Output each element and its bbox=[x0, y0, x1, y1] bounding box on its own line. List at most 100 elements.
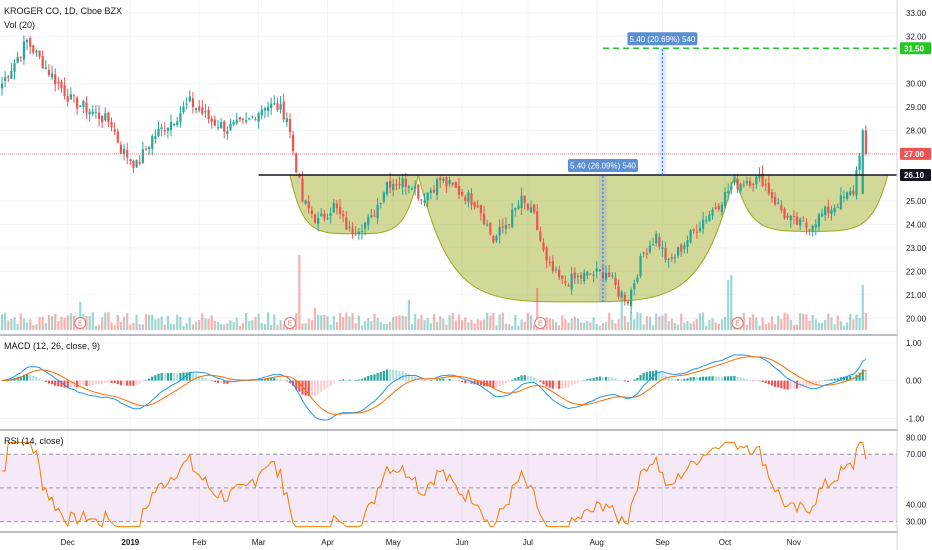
macd-histogram-bar bbox=[188, 371, 191, 381]
price-label-value: 31.50 bbox=[904, 44, 925, 53]
candle-body bbox=[251, 116, 254, 118]
candle-body bbox=[44, 67, 47, 70]
macd-histogram-bar bbox=[683, 378, 686, 381]
time-tick-label: Feb bbox=[192, 538, 206, 547]
candle-body bbox=[320, 213, 323, 217]
price-label-box bbox=[900, 147, 931, 160]
candle-body bbox=[573, 272, 576, 279]
macd-histogram-bar bbox=[702, 376, 705, 381]
candle-body bbox=[370, 215, 373, 218]
candle-body bbox=[777, 202, 780, 204]
macd-histogram-bar bbox=[198, 375, 201, 381]
macd-histogram-bar bbox=[44, 380, 47, 382]
volume-bar bbox=[69, 313, 72, 330]
candle-body bbox=[245, 120, 248, 122]
volume-bar bbox=[489, 315, 492, 330]
rsi-tick-label: 40.00 bbox=[906, 501, 927, 510]
volume-bar bbox=[720, 319, 723, 330]
candle-body bbox=[122, 148, 126, 154]
volume-bar bbox=[19, 313, 22, 330]
macd-histogram-bar bbox=[66, 380, 69, 389]
price-tick-label: 30.00 bbox=[906, 79, 927, 88]
candle-body bbox=[486, 224, 489, 226]
macd-histogram-bar bbox=[833, 378, 836, 381]
volume-bar bbox=[404, 316, 407, 330]
candle-body bbox=[342, 214, 345, 217]
macd-histogram-bar bbox=[260, 379, 263, 381]
macd-histogram-bar bbox=[633, 379, 636, 381]
candle-body bbox=[373, 215, 376, 217]
price-tick-label: 20.00 bbox=[906, 314, 927, 323]
macd-histogram-bar bbox=[97, 380, 101, 385]
volume-bar bbox=[4, 312, 7, 330]
price-axis: 33.00 32.00 30.00 29.00 28.00 25.00 24.00 23.00… bbox=[898, 0, 932, 550]
candle-body bbox=[110, 121, 113, 127]
volume-bar bbox=[748, 317, 752, 330]
macd-histogram-bar bbox=[464, 380, 467, 384]
macd-histogram-bar bbox=[426, 380, 429, 382]
volume-bar bbox=[220, 324, 223, 330]
macd-histogram-bar bbox=[382, 370, 385, 381]
volume-bar bbox=[223, 324, 226, 330]
macd-histogram-bar bbox=[764, 380, 767, 383]
volume-bar bbox=[429, 323, 432, 330]
time-tick-label: Dec bbox=[61, 538, 75, 547]
candle-body bbox=[363, 222, 367, 229]
volume-bar bbox=[564, 319, 567, 330]
volume-bar bbox=[620, 290, 623, 330]
candle-body bbox=[179, 113, 182, 122]
macd-histogram-bar bbox=[670, 378, 673, 381]
macd-histogram-bar bbox=[276, 378, 279, 381]
volume-bar bbox=[824, 320, 827, 330]
candle-body bbox=[194, 108, 198, 111]
macd-histogram-bar bbox=[332, 380, 335, 383]
candle-body bbox=[601, 272, 605, 278]
volume-bar bbox=[144, 314, 148, 330]
macd-histogram-bar bbox=[185, 372, 188, 381]
macd-histogram-bar bbox=[157, 373, 160, 381]
candle-body bbox=[711, 209, 714, 216]
candle-body bbox=[301, 178, 304, 202]
candle-body bbox=[645, 253, 648, 255]
macd-histogram-bar bbox=[573, 380, 576, 385]
volume-bar bbox=[595, 324, 598, 330]
volume-bar bbox=[454, 320, 457, 330]
candle-body bbox=[576, 276, 580, 278]
macd-histogram-bar bbox=[313, 380, 317, 396]
volume-bar bbox=[276, 325, 279, 330]
macd-histogram-bar bbox=[360, 378, 364, 381]
volume-bar bbox=[839, 321, 842, 330]
price-tick-label: 32.00 bbox=[906, 33, 927, 42]
candle-body bbox=[323, 213, 326, 219]
candle-body bbox=[410, 188, 414, 190]
volume-bar bbox=[279, 320, 282, 330]
macd-histogram-bar bbox=[476, 380, 479, 385]
macd-histogram-bar bbox=[91, 380, 94, 385]
time-tick-label: Jun bbox=[456, 538, 469, 547]
volume-bar bbox=[41, 316, 44, 330]
macd-histogram-bar bbox=[373, 374, 376, 381]
macd-histogram-bar bbox=[639, 374, 642, 381]
candle-body bbox=[545, 247, 548, 261]
volume-bar bbox=[194, 321, 198, 330]
candle-body bbox=[470, 193, 473, 205]
candle-body bbox=[611, 275, 614, 277]
macd-histogram-bar bbox=[711, 376, 714, 381]
candle-body bbox=[4, 77, 7, 81]
macd-histogram-bar bbox=[655, 370, 658, 381]
volume-bar bbox=[858, 317, 861, 330]
candle-body bbox=[232, 121, 235, 125]
price-tick-label: 24.00 bbox=[906, 220, 927, 229]
macd-histogram-bar bbox=[739, 377, 742, 381]
macd-histogram-bar bbox=[789, 380, 792, 390]
volume-bar bbox=[29, 319, 32, 330]
earnings-marker-label: E bbox=[288, 321, 293, 328]
volume-bar bbox=[395, 316, 398, 330]
volume-bar bbox=[47, 314, 51, 330]
macd-histogram-bar bbox=[94, 380, 97, 385]
macd-histogram-bar bbox=[667, 376, 670, 381]
candle-body bbox=[514, 208, 517, 211]
macd-histogram-bar bbox=[432, 380, 436, 382]
macd-histogram-bar bbox=[176, 373, 179, 381]
macd-histogram-bar bbox=[673, 379, 677, 381]
